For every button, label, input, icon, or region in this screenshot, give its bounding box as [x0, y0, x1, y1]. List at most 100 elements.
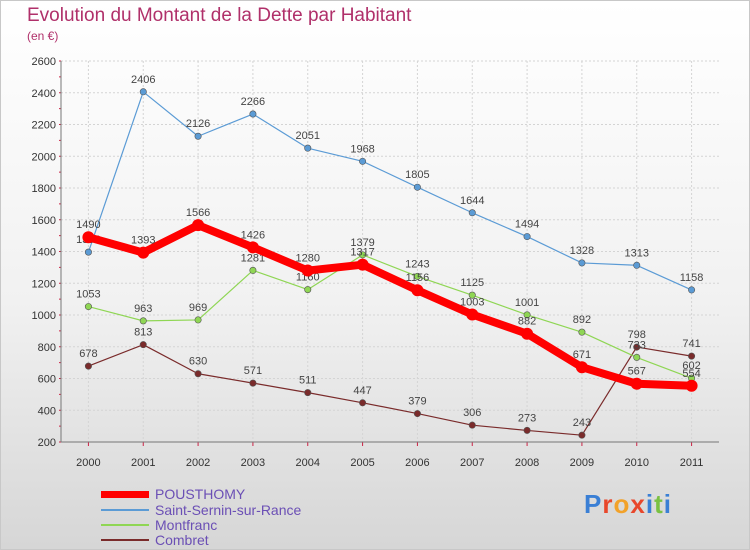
- x-tick-label: 2008: [515, 457, 539, 469]
- y-tick-label: 2400: [32, 88, 56, 100]
- legend-item-combret: Combret: [101, 532, 209, 548]
- data-label: 273: [518, 412, 536, 424]
- data-label: 1001: [515, 297, 539, 309]
- data-point: [139, 88, 147, 96]
- data-label: 882: [518, 316, 536, 328]
- data-label: 243: [573, 417, 591, 429]
- data-point: [578, 259, 586, 267]
- data-label: 1243: [405, 258, 429, 270]
- data-label: 306: [463, 407, 481, 419]
- data-label: 1490: [76, 219, 100, 231]
- data-point: [523, 426, 531, 434]
- y-tick-label: 2200: [32, 120, 56, 132]
- data-point: [466, 308, 479, 321]
- data-point: [359, 399, 367, 407]
- data-point: [84, 248, 92, 256]
- data-point: [633, 261, 641, 269]
- legend-label-montfranc: Montfranc: [155, 517, 218, 533]
- data-label: 1328: [570, 245, 594, 257]
- y-tick-label: 800: [38, 342, 56, 354]
- data-point: [194, 316, 202, 324]
- data-label: 1160: [296, 272, 320, 284]
- y-tick-label: 400: [38, 405, 56, 417]
- logo-letter: t: [654, 489, 664, 519]
- data-point: [356, 258, 369, 271]
- x-tick-label: 2000: [76, 457, 100, 469]
- data-label: 1426: [241, 229, 265, 241]
- logo-letter: P: [584, 489, 603, 519]
- data-label: 1280: [296, 253, 320, 265]
- legend-swatch-combret: [101, 539, 149, 541]
- proxiti-logo: Proxiti: [584, 489, 672, 520]
- y-tick-label: 1400: [32, 247, 56, 259]
- data-label: 511: [299, 375, 317, 387]
- data-label: 2051: [296, 130, 320, 142]
- legend-item-pousthomy: POUSTHOMY: [101, 486, 245, 502]
- data-point: [523, 233, 531, 241]
- x-tick-label: 2011: [680, 457, 704, 469]
- y-tick-label: 1600: [32, 215, 56, 227]
- x-tick-label: 2005: [350, 457, 374, 469]
- data-label: 447: [353, 385, 371, 397]
- data-point: [137, 246, 150, 259]
- data-point: [194, 132, 202, 140]
- series-line-1: [87, 91, 693, 291]
- data-point: [468, 209, 476, 217]
- data-label: 963: [134, 303, 152, 315]
- x-tick-label: 2003: [241, 457, 265, 469]
- data-label: 630: [189, 356, 207, 368]
- logo-letter: i: [645, 489, 655, 519]
- data-label: 1566: [186, 207, 210, 219]
- data-label: 1003: [460, 297, 484, 309]
- chart-title: Evolution du Montant de la Dette par Hab…: [27, 5, 412, 26]
- legend-swatch-montfranc: [101, 524, 149, 526]
- data-point: [304, 389, 312, 397]
- data-point: [523, 311, 531, 319]
- data-point: [578, 328, 586, 336]
- data-label: 892: [573, 314, 591, 326]
- logo-letter: x: [630, 489, 646, 519]
- data-point: [82, 231, 95, 244]
- legend-label-saint-sernin: Saint-Sernin-sur-Rance: [155, 502, 302, 518]
- data-point: [139, 341, 147, 349]
- data-label: 969: [189, 302, 207, 314]
- series-line-0: [84, 221, 696, 390]
- legend-item-montfranc: Montfranc: [101, 517, 217, 533]
- data-label: 813: [134, 327, 152, 339]
- data-label: 1494: [515, 219, 539, 231]
- data-point: [192, 219, 205, 232]
- data-point: [411, 284, 424, 297]
- data-label: 733: [628, 339, 646, 351]
- data-point: [688, 352, 696, 360]
- data-point: [304, 144, 312, 152]
- data-label: 1158: [680, 272, 704, 284]
- data-label: 2126: [186, 118, 210, 130]
- data-label: 2266: [241, 96, 265, 108]
- data-label: 554: [682, 368, 700, 380]
- data-point: [688, 286, 696, 294]
- data-label: 1053: [76, 289, 100, 301]
- data-point: [685, 379, 698, 392]
- y-tick-label: 1000: [32, 310, 56, 322]
- logo-letter: r: [602, 489, 614, 519]
- data-label: 1644: [460, 195, 484, 207]
- data-label: 1125: [460, 277, 484, 289]
- y-tick-label: 2600: [32, 56, 56, 68]
- data-label: 1317: [350, 247, 374, 259]
- data-label: 1805: [405, 169, 429, 181]
- data-point: [413, 272, 421, 280]
- legend-label-pousthomy: POUSTHOMY: [155, 486, 246, 502]
- data-point: [304, 286, 312, 294]
- data-point: [468, 421, 476, 429]
- data-point: [633, 343, 641, 351]
- data-point: [359, 157, 367, 165]
- y-tick-label: 600: [38, 374, 56, 386]
- data-point: [468, 291, 476, 299]
- data-point: [139, 317, 147, 325]
- chart-subtitle: (en €): [27, 29, 59, 43]
- data-label: 678: [79, 348, 97, 360]
- x-tick-label: 2010: [625, 457, 649, 469]
- logo-letter: o: [613, 489, 631, 519]
- legend-swatch-pousthomy: [101, 490, 149, 498]
- data-point: [578, 431, 586, 439]
